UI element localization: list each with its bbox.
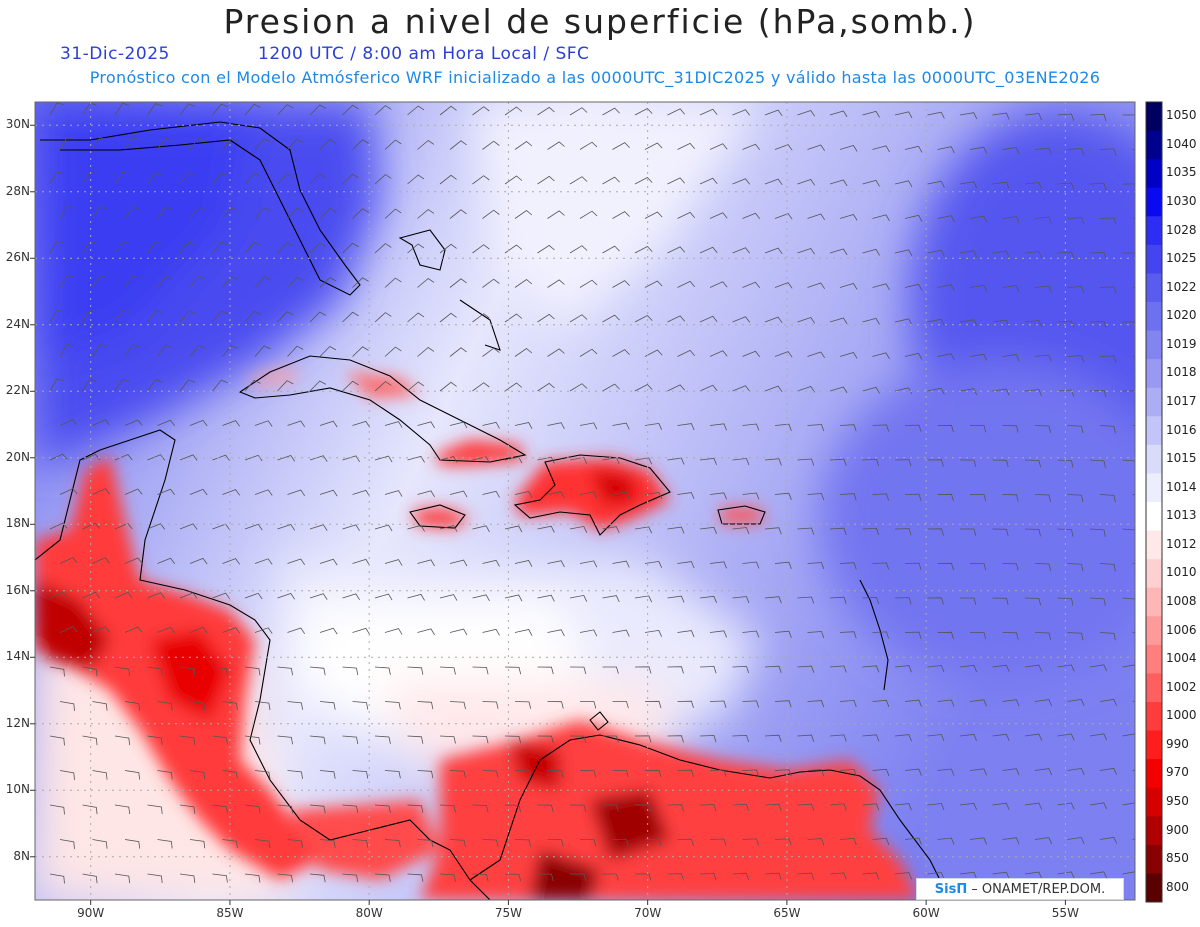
colorbar-segment (1146, 273, 1162, 303)
colorbar-segment (1146, 702, 1162, 732)
colorbar-level-label: 1004 (1166, 651, 1197, 666)
colorbar-level-label: 850 (1166, 851, 1189, 866)
lon-label: 65W (773, 906, 801, 920)
colorbar-segment (1146, 330, 1162, 360)
colorbar-level-label: 1022 (1166, 279, 1197, 294)
colorbar-level-label: 1018 (1166, 365, 1197, 380)
forecast-info: Pronóstico con el Modelo Atmósferico WRF… (89, 68, 1101, 87)
colorbar-segment (1146, 416, 1162, 446)
lon-label: 55W (1051, 906, 1079, 920)
colorbar-level-label: 1015 (1166, 451, 1197, 466)
colorbar-segment (1146, 102, 1162, 132)
colorbar-segment (1146, 530, 1162, 560)
colorbar-segment (1146, 502, 1162, 532)
lat-label: 28N (5, 183, 30, 198)
lat-label: 26N (5, 250, 30, 265)
lon-label: 85W (216, 906, 244, 920)
lat-label: 30N (5, 117, 30, 132)
colorbar-level-label: 1010 (1166, 565, 1197, 580)
lat-label: 12N (5, 715, 30, 730)
colorbar-level-label: 1008 (1166, 594, 1197, 608)
colorbar-level-label: 990 (1166, 736, 1189, 751)
colorbar-segment (1146, 359, 1162, 389)
colorbar-segment (1146, 673, 1162, 703)
colorbar-level-label: 1002 (1166, 679, 1197, 694)
colorbar-segment (1146, 787, 1162, 817)
colorbar-level-label: 1040 (1166, 136, 1197, 151)
lat-label: 8N (13, 848, 30, 863)
colorbar-segment (1146, 730, 1162, 760)
colorbar-segment (1146, 873, 1162, 903)
colorbar-level-label: 1012 (1166, 536, 1197, 551)
colorbar-level-label: 1020 (1166, 308, 1197, 323)
colorbar-segment (1146, 587, 1162, 617)
lat-label: 18N (5, 516, 30, 531)
colorbar-segment (1146, 759, 1162, 789)
colorbar-level-label: 1000 (1166, 708, 1197, 723)
colorbar-level-label: 1025 (1166, 251, 1197, 266)
colorbar-level-label: 970 (1166, 765, 1189, 780)
colorbar-segment (1146, 387, 1162, 417)
lat-lon-grid (35, 102, 1135, 900)
colorbar-level-label: 1017 (1166, 394, 1197, 408)
colorbar-segment (1146, 244, 1162, 274)
sispi-logo: SisΠ (934, 881, 968, 897)
colorbar-segment (1146, 616, 1162, 646)
colorbar-segment (1146, 187, 1162, 217)
lon-label: 90W (77, 906, 105, 920)
lon-label: 80W (355, 906, 383, 920)
colorbar-level-label: 1016 (1166, 422, 1197, 437)
colorbar-level-label: 1050 (1166, 108, 1197, 123)
pressure-field (35, 102, 1135, 900)
map-frame (34, 101, 1136, 901)
wind-barbs (49, 102, 1135, 884)
colorbar-segment (1146, 644, 1162, 674)
lat-label: 24N (5, 316, 30, 331)
colorbar-segment (1146, 216, 1162, 246)
lat-label: 16N (5, 582, 30, 597)
colorbar-level-label: 1030 (1166, 194, 1197, 208)
colorbar-level-label: 900 (1166, 822, 1189, 837)
lon-label: 60W (912, 906, 940, 920)
lat-label: 14N (5, 649, 30, 664)
colorbar-segment (1146, 444, 1162, 474)
lat-label: 20N (5, 449, 30, 464)
lon-label: 70W (634, 906, 662, 920)
colorbar-segment (1146, 559, 1162, 589)
valid-time: 1200 UTC / 8:00 am Hora Local / SFC (258, 44, 590, 64)
lon-label: 75W (494, 906, 522, 920)
colorbar-segment (1146, 816, 1162, 846)
colorbar-level-label: 1006 (1166, 622, 1197, 637)
colorbar-level-label: 1035 (1166, 165, 1197, 180)
lat-label: 10N (5, 782, 30, 797)
credit-text: – ONAMET/REP.DOM. (971, 881, 1106, 897)
colorbar-level-label: 1014 (1166, 479, 1197, 494)
colorbar-level-label: 950 (1166, 794, 1189, 808)
forecast-date: 31-Dic-2025 (60, 44, 170, 64)
colorbar-level-label: 1028 (1166, 222, 1197, 237)
colorbar-level-label: 800 (1166, 879, 1189, 894)
colorbar-segment (1146, 302, 1162, 332)
map-title: Presion a nivel de superficie (hPa,somb.… (223, 2, 977, 41)
colorbar (1146, 102, 1162, 903)
credit-box: SisΠ – ONAMET/REP.DOM. (916, 878, 1124, 900)
colorbar-segment (1146, 130, 1162, 160)
colorbar-segment (1146, 159, 1162, 189)
colorbar-level-label: 1013 (1166, 508, 1197, 523)
colorbar-level-label: 1019 (1166, 336, 1197, 351)
colorbar-segment (1146, 844, 1162, 874)
colorbar-segment (1146, 473, 1162, 503)
lat-label: 22N (5, 383, 30, 398)
